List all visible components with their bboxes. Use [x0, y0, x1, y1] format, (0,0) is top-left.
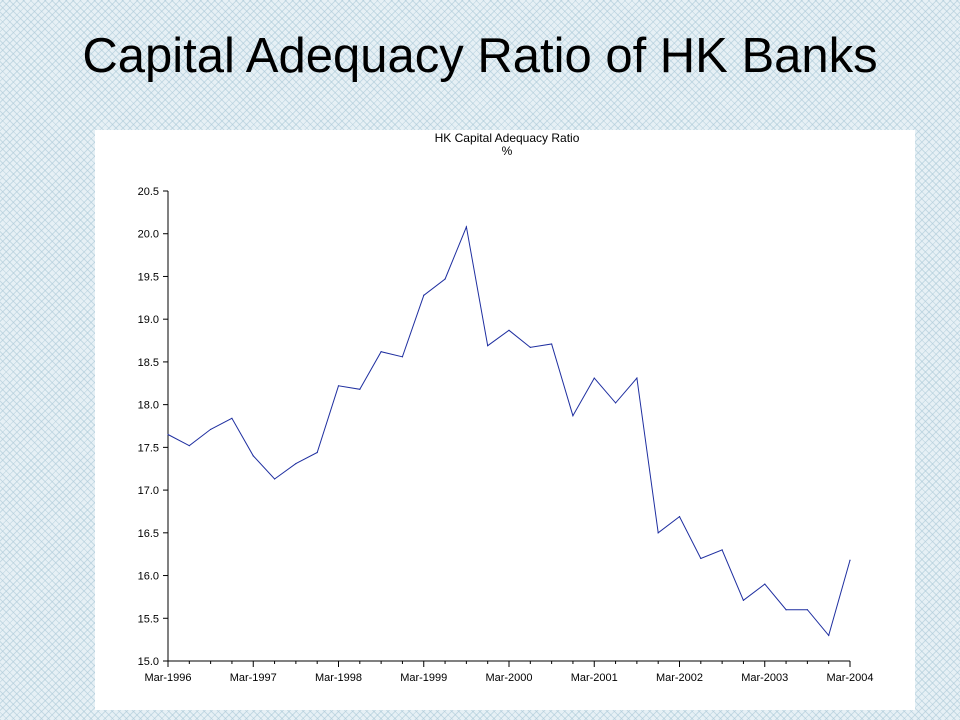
x-tick-label: Mar-2001 [571, 672, 618, 684]
data-point [444, 278, 446, 280]
slide-title: Capital Adequacy Ratio of HK Banks [82, 29, 878, 83]
y-tick-label: 17.5 [138, 442, 159, 454]
y-tick-label: 15.5 [138, 613, 159, 625]
x-tick-label: Mar-2004 [826, 672, 873, 684]
y-tick-label: 16.0 [138, 571, 159, 583]
data-point [678, 515, 681, 518]
chart-title: HK Capital Adequacy Ratio [435, 131, 580, 145]
data-point [636, 377, 638, 379]
data-point [764, 583, 766, 585]
data-point [188, 445, 190, 447]
y-tick-label: 17.0 [138, 485, 159, 497]
data-point [423, 294, 425, 296]
chart-axes [167, 191, 850, 662]
data-point [295, 463, 297, 465]
data-point [551, 343, 553, 345]
data-point [359, 388, 361, 390]
x-tick-label: Mar-1999 [400, 672, 447, 684]
data-point [657, 532, 659, 534]
data-point [529, 346, 531, 348]
y-axis-ticks: 15.0 15.5 16.0 16.5 17.0 17.5 18.0 18.5 19.0 19.5… [138, 186, 168, 668]
series-group [167, 225, 851, 637]
y-tick-label: 16.5 [138, 528, 159, 540]
data-point [742, 599, 745, 601]
data-point [700, 557, 702, 560]
data-point [273, 478, 276, 480]
x-tick-label: Mar-2000 [485, 672, 532, 684]
data-point [721, 549, 723, 551]
x-tick-label: Mar-1996 [144, 672, 191, 684]
chart-panel [95, 130, 915, 710]
x-tick-label: Mar-2003 [741, 672, 788, 684]
data-point [401, 356, 404, 358]
y-tick-label: 19.5 [138, 271, 159, 283]
data-point [806, 609, 808, 611]
y-tick-label: 18.0 [138, 400, 159, 412]
y-axis-unit-label: % [502, 144, 513, 158]
data-point [380, 351, 382, 353]
data-point [465, 226, 467, 228]
data-point [614, 402, 617, 404]
data-point [210, 428, 212, 431]
y-tick-label: 20.0 [138, 229, 159, 241]
x-tick-label: Mar-1998 [315, 672, 362, 684]
data-point [593, 377, 595, 379]
y-tick-label: 18.5 [138, 357, 159, 369]
data-point [316, 451, 318, 454]
data-point [231, 417, 233, 419]
data-point [849, 559, 851, 561]
y-tick-label: 19.0 [138, 314, 159, 326]
x-axis-ticks: Mar-1996 Mar-1997 Mar-1998 Mar-1999 Mar-2000… [144, 661, 874, 684]
data-point [252, 455, 254, 457]
data-point [785, 609, 787, 611]
x-tick-label: Mar-2002 [656, 672, 703, 684]
data-point [572, 415, 574, 417]
series-line [167, 225, 851, 637]
data-point [167, 433, 169, 436]
y-tick-label: 15.0 [138, 656, 159, 668]
x-tick-label: Mar-1997 [230, 672, 277, 684]
data-point [828, 634, 830, 636]
data-point [337, 385, 340, 387]
data-point [508, 329, 510, 331]
data-point [487, 345, 489, 347]
y-tick-label: 20.5 [138, 186, 159, 198]
